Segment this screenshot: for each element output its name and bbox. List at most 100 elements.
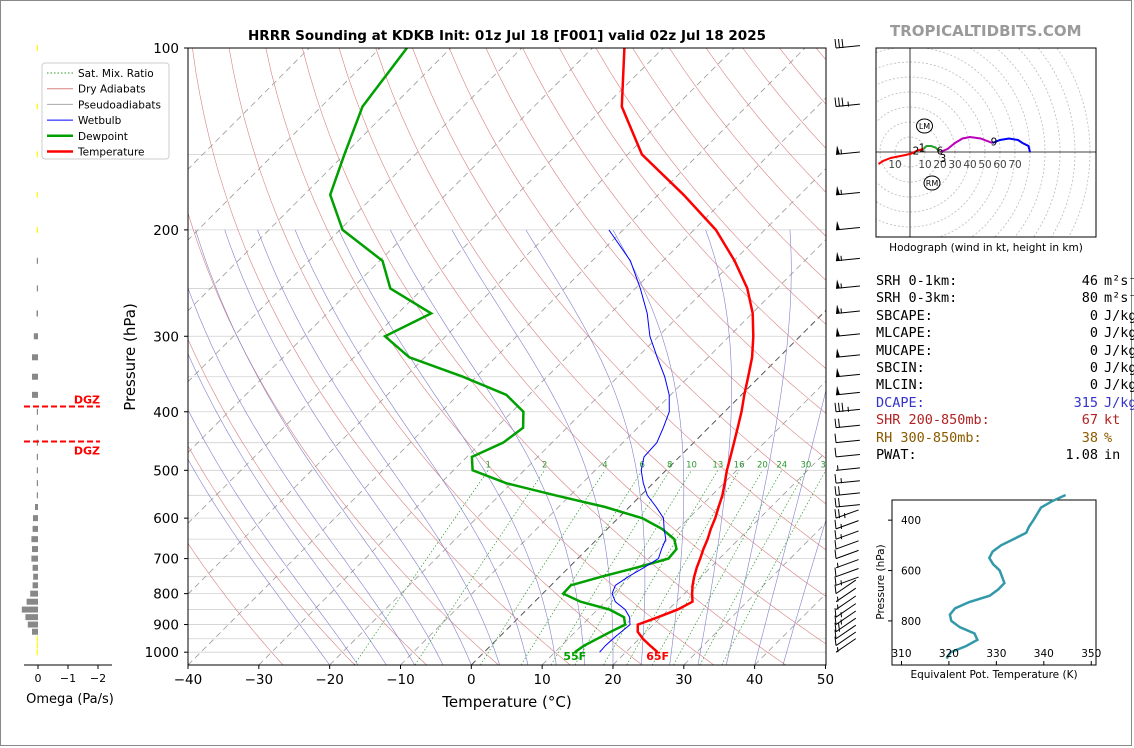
series-dewpoint [328,48,678,654]
x-tick-label: 0 [467,672,476,688]
wind-barb-flag [834,567,837,577]
mixing-ratio-label: 16 [734,460,745,470]
hodo-height-label: 6 [937,146,944,158]
wind-barb-flag [834,629,837,639]
wind-barbs [834,38,860,653]
param-value: 0 [1089,359,1098,376]
wind-barb-flag [834,433,837,443]
mixing-ratio-line [721,470,826,665]
wind-barb-half [840,612,842,618]
param-value: 1.08 [1065,446,1098,463]
wind-barb-staff [835,45,860,49]
dry-adiabat-line [228,48,643,665]
rm-marker [923,175,941,191]
x-tick-label: −10 [386,672,415,688]
wind-barb-flag [834,486,837,496]
param-value: 67 [1081,412,1098,429]
param-row: PWAT: 1.08 in [876,447,1134,464]
omega-panel: 0 −1 −2 DGZ DGZ [21,45,112,685]
param-value: 0 [1089,377,1098,394]
wind-barb-staff [835,151,860,155]
param-label: SRH 0-1km: [876,273,958,289]
wind-barb-pennant [836,279,840,289]
wind-barb-pennant [836,348,840,358]
omega-bar [30,590,38,597]
moist-adiabat-line [754,388,826,665]
rm-label: RM [926,179,939,188]
omega-bar [32,582,38,589]
hodo-segment [877,148,924,165]
hodograph-caption: Hodograph (wind in kt, height in km) [889,242,1083,254]
hodo-ring-label: 70 [1008,159,1021,171]
omega-bar [36,642,38,649]
y-tick-label: 900 [153,618,179,634]
moist-adiabat-line [390,229,585,665]
mixing-ratio-line [480,470,606,665]
wind-barb-staff [835,540,859,550]
isotherm-line [188,48,735,595]
surface-dewpoint-label: 55F [563,650,586,663]
dry-adiabat-line [188,338,427,665]
wind-barb-half [837,465,839,471]
thetae-x-tick-label: 330 [986,648,1006,660]
legend-label: Dewpoint [78,131,128,143]
param-row: SBCIN: 0 J/kg [876,360,1134,377]
wind-barb-flag [834,636,837,646]
param-row: MLCIN: 0 J/kg [876,377,1134,394]
mixing-ratio-label: 24 [776,460,787,470]
param-row: MLCAPE: 0 J/kg [876,325,1134,342]
site-credit-logo: TROPICALTIDBITS.COM [890,22,1082,40]
dry-adiabat-line [265,48,715,665]
wind-barb-staff [835,559,859,569]
thetae-y-label: Pressure (hPa) [875,544,887,619]
legend-label: Sat. Mix. Ratio [78,68,154,80]
param-label: SBCAPE: [876,307,933,324]
param-row: RH 300-850mb: 38% [876,430,1134,447]
wind-barb-staff [835,333,860,337]
wind-barb-flag [838,38,840,49]
mixing-ratio-label: 1 [486,460,491,470]
moist-adiabat-line [525,229,646,665]
y-axis-label: Pressure (hPa) [121,303,139,411]
wind-barb-staff [835,520,859,530]
mixing-ratio-line [414,470,545,665]
wind-barb-staff [835,191,860,196]
param-unit: m²s⁻² [1104,273,1134,289]
dry-adiabat-line [412,48,826,551]
moist-adiabat-line [257,229,500,665]
wind-barb-staff [835,354,860,358]
y-tick-label: 100 [153,41,179,57]
param-value: 80 [1081,290,1098,307]
legend-label: Dry Adiabats [78,84,146,96]
param-unit: J/kg [1104,325,1134,342]
omega-bar [27,621,38,628]
omega-bar [36,226,38,233]
wind-barb-staff [835,373,860,378]
wind-barb-flag [841,38,844,49]
wind-barb-flag [834,584,837,594]
thetae-x-tick-label: 310 [891,648,911,660]
dry-adiabat-line [188,542,284,665]
y-tick-label: 300 [153,329,179,345]
x-axis-label: Temperature (°C) [441,693,571,711]
chart-title: HRRR Sounding at KDKB Init: 01z Jul 18 [… [248,28,766,44]
param-unit: J/kg [1104,342,1134,359]
thetae-line [945,493,1067,660]
param-label: PWAT: [876,446,917,463]
param-value: 0 [1089,307,1098,324]
hodo-ring-label: 30 [948,159,961,171]
wind-barb-staff [835,579,857,595]
moist-adiabat-line [294,229,529,665]
dry-adiabat-line [192,48,571,665]
wind-barb-half [840,255,842,261]
mixing-ratio-label: 30 [800,460,811,470]
moist-adiabat-line [188,353,387,665]
wind-barb-flag [834,622,837,632]
thetae-y-tick-label: 800 [901,616,921,628]
mixing-ratio-line [353,470,489,665]
wind-barb-flag [838,402,840,412]
dry-adiabat-line [188,212,499,665]
param-value: 0 [1089,325,1098,342]
omega-bar [36,408,38,415]
